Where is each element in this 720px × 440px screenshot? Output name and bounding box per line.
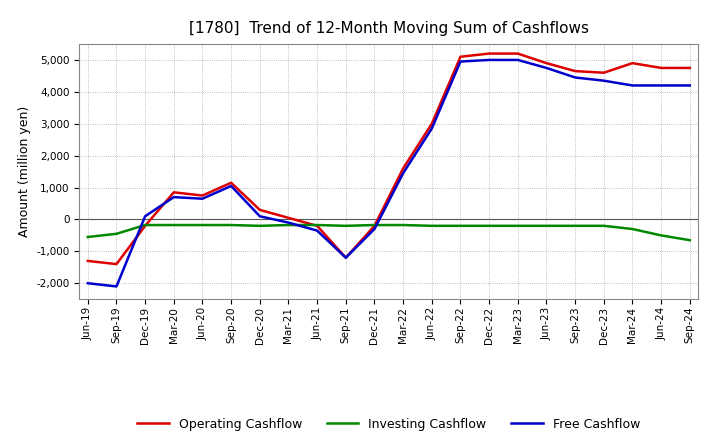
Title: [1780]  Trend of 12-Month Moving Sum of Cashflows: [1780] Trend of 12-Month Moving Sum of C… — [189, 21, 589, 36]
Free Cashflow — [198, 196, 207, 202]
Free Cashflow — [685, 83, 694, 88]
Operating Cashflow — [685, 65, 694, 70]
Free Cashflow — [485, 57, 493, 62]
Operating Cashflow — [227, 180, 235, 185]
Investing Cashflow — [312, 222, 321, 227]
Operating Cashflow — [399, 166, 408, 171]
Investing Cashflow — [685, 238, 694, 243]
Line: Investing Cashflow: Investing Cashflow — [88, 225, 690, 240]
Investing Cashflow — [370, 222, 379, 227]
Free Cashflow — [227, 183, 235, 189]
Free Cashflow — [513, 57, 522, 62]
Operating Cashflow — [513, 51, 522, 56]
Operating Cashflow — [428, 121, 436, 126]
Free Cashflow — [456, 59, 465, 64]
Free Cashflow — [84, 281, 92, 286]
Operating Cashflow — [456, 54, 465, 59]
Investing Cashflow — [399, 222, 408, 227]
Operating Cashflow — [141, 223, 150, 228]
Line: Operating Cashflow: Operating Cashflow — [88, 54, 690, 264]
Operating Cashflow — [370, 223, 379, 228]
Operating Cashflow — [112, 261, 121, 267]
Investing Cashflow — [542, 223, 551, 228]
Operating Cashflow — [485, 51, 493, 56]
Free Cashflow — [428, 126, 436, 131]
Investing Cashflow — [284, 222, 293, 227]
Free Cashflow — [141, 214, 150, 219]
Investing Cashflow — [169, 222, 178, 227]
Free Cashflow — [284, 220, 293, 225]
Investing Cashflow — [571, 223, 580, 228]
Operating Cashflow — [84, 258, 92, 264]
Operating Cashflow — [198, 193, 207, 198]
Free Cashflow — [657, 83, 665, 88]
Investing Cashflow — [428, 223, 436, 228]
Free Cashflow — [312, 228, 321, 233]
Free Cashflow — [341, 255, 350, 260]
Investing Cashflow — [513, 223, 522, 228]
Operating Cashflow — [169, 190, 178, 195]
Investing Cashflow — [600, 223, 608, 228]
Investing Cashflow — [256, 223, 264, 228]
Operating Cashflow — [312, 223, 321, 228]
Investing Cashflow — [341, 223, 350, 228]
Y-axis label: Amount (million yen): Amount (million yen) — [18, 106, 31, 237]
Free Cashflow — [628, 83, 636, 88]
Investing Cashflow — [84, 235, 92, 240]
Operating Cashflow — [571, 69, 580, 74]
Operating Cashflow — [600, 70, 608, 75]
Line: Free Cashflow: Free Cashflow — [88, 60, 690, 286]
Investing Cashflow — [198, 222, 207, 227]
Investing Cashflow — [456, 223, 465, 228]
Free Cashflow — [600, 78, 608, 83]
Investing Cashflow — [657, 233, 665, 238]
Investing Cashflow — [628, 226, 636, 231]
Free Cashflow — [399, 171, 408, 176]
Investing Cashflow — [141, 222, 150, 227]
Free Cashflow — [370, 226, 379, 231]
Operating Cashflow — [284, 215, 293, 220]
Investing Cashflow — [485, 223, 493, 228]
Free Cashflow — [571, 75, 580, 80]
Operating Cashflow — [628, 60, 636, 66]
Free Cashflow — [542, 65, 551, 70]
Investing Cashflow — [112, 231, 121, 236]
Free Cashflow — [112, 284, 121, 289]
Operating Cashflow — [542, 60, 551, 66]
Legend: Operating Cashflow, Investing Cashflow, Free Cashflow: Operating Cashflow, Investing Cashflow, … — [132, 413, 645, 436]
Operating Cashflow — [256, 207, 264, 213]
Investing Cashflow — [227, 222, 235, 227]
Free Cashflow — [256, 214, 264, 219]
Free Cashflow — [169, 194, 178, 200]
Operating Cashflow — [341, 255, 350, 260]
Operating Cashflow — [657, 65, 665, 70]
